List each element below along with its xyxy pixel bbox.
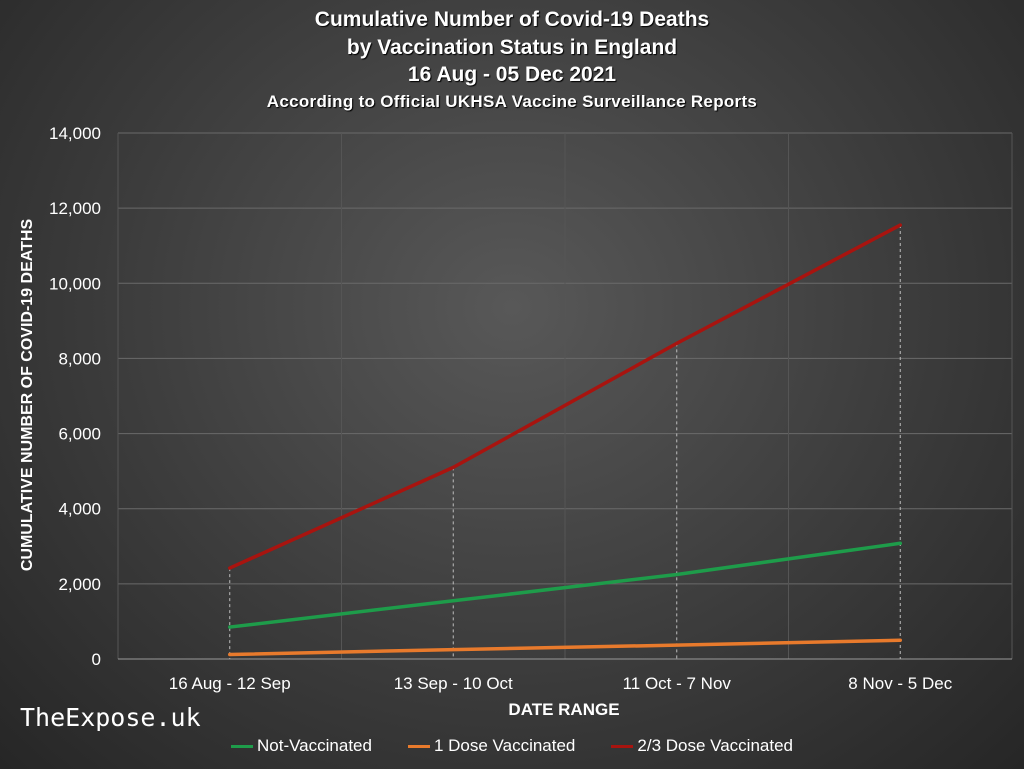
y-tick-label-4: 8,000	[58, 349, 101, 368]
legend: Not-Vaccinated 1 Dose Vaccinated 2/3 Dos…	[0, 736, 1024, 756]
series-line-1	[228, 638, 902, 657]
legend-swatch-2-3-dose	[611, 744, 634, 748]
x-tick-label-3: 8 Nov - 5 Dec	[848, 674, 952, 693]
legend-swatch-1-dose	[407, 744, 430, 748]
x-tick-label-2: 11 Oct - 7 Nov	[623, 674, 732, 693]
x-tick-label-1: 13 Sep - 10 Oct	[394, 674, 513, 693]
legend-item-1-dose: 1 Dose Vaccinated	[407, 736, 576, 756]
series-line-2	[228, 223, 902, 570]
y-tick-label-5: 10,000	[49, 274, 101, 293]
chart-subtitle-dates: 16 Aug - 05 Dec 2021	[407, 63, 617, 86]
y-tick-label-7: 14,000	[49, 124, 101, 143]
y-tick-label-6: 12,000	[49, 199, 101, 218]
y-tick-label-3: 6,000	[58, 425, 101, 444]
chart-source-note: According to Official UKHSA Vaccine Surv…	[266, 92, 758, 111]
chart-subtitle-status: by Vaccination Status in England	[346, 36, 678, 59]
legend-swatch-not-vaccinated	[230, 744, 253, 748]
legend-label-2-3-dose: 2/3 Dose Vaccinated	[637, 736, 794, 755]
legend-label-1-dose: 1 Dose Vaccinated	[433, 736, 576, 755]
legend-label-not-vaccinated: Not-Vaccinated	[256, 736, 372, 755]
chart-title: Cumulative Number of Covid-19 Deaths	[314, 8, 710, 31]
series-line-0	[228, 541, 902, 629]
y-tick-label-1: 2,000	[58, 575, 101, 594]
y-axis-label: CUMULATIVE NUMBER OF COVID-19 DEATHS	[19, 218, 36, 572]
legend-item-not-vaccinated: Not-Vaccinated	[230, 736, 372, 756]
watermark-text: TheExpose.uk	[20, 703, 201, 732]
x-axis-label: DATE RANGE	[508, 700, 620, 719]
legend-item-2-3-dose: 2/3 Dose Vaccinated	[611, 736, 793, 756]
y-tick-label-2: 4,000	[58, 500, 101, 519]
y-tick-label-0: 0	[92, 650, 101, 669]
x-tick-label-0: 16 Aug - 12 Sep	[169, 674, 291, 693]
